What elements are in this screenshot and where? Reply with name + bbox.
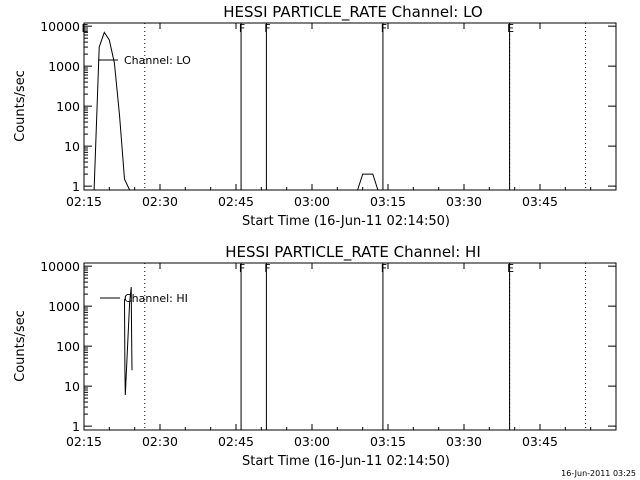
x-tick-label-hi: 03:15: [370, 434, 406, 449]
flag-label-lo: F: [381, 22, 387, 35]
y-axis-label-lo: Counts/sec: [13, 70, 28, 142]
footer-timestamp: 16-Jun-2011 03:25: [561, 469, 636, 478]
x-tick-label-hi: 03:30: [446, 434, 482, 449]
flag-label-hi: F: [239, 262, 245, 275]
x-axis-label-hi: Start Time (16-Jun-11 02:14:50): [242, 454, 450, 469]
y-tick-label-hi: 1000: [48, 299, 80, 314]
y-tick-label-lo: 10000: [40, 19, 80, 34]
flag-label-lo: E: [82, 22, 89, 35]
x-tick-label-lo: 02:15: [66, 194, 102, 209]
legend-label-lo: Channel: LO: [124, 54, 191, 67]
x-tick-label-hi: 02:15: [66, 434, 102, 449]
flag-label-lo: F: [264, 22, 270, 35]
data-series-hi-0: [124, 287, 133, 396]
y-tick-label-hi: 100: [56, 339, 80, 354]
x-tick-label-lo: 03:00: [294, 194, 330, 209]
x-tick-label-hi: 02:45: [218, 434, 254, 449]
y-tick-label-lo: 1: [72, 179, 80, 194]
flag-label-lo: E: [507, 22, 514, 35]
flag-label-lo: F: [239, 22, 245, 35]
x-tick-label-lo: 02:30: [142, 194, 178, 209]
y-tick-label-hi: 1: [72, 419, 80, 434]
x-tick-label-lo: 03:45: [522, 194, 558, 209]
y-tick-label-hi: 10: [64, 379, 80, 394]
x-tick-label-lo: 03:30: [446, 194, 482, 209]
x-tick-label-hi: 03:45: [522, 434, 558, 449]
y-tick-label-lo: 1000: [48, 59, 80, 74]
x-tick-label-lo: 02:45: [218, 194, 254, 209]
x-tick-label-hi: 02:30: [142, 434, 178, 449]
y-tick-label-hi: 10000: [40, 259, 80, 274]
flag-label-hi: F: [264, 262, 270, 275]
x-tick-label-lo: 03:15: [370, 194, 406, 209]
panel-lo: HESSI PARTICLE_RATE Channel: LO Start Ti…: [13, 3, 617, 229]
data-series-lo-0: [84, 31, 145, 191]
chart-title-hi: HESSI PARTICLE_RATE Channel: HI: [225, 243, 481, 262]
panel-hi: HESSI PARTICLE_RATE Channel: HI Start Ti…: [13, 243, 617, 469]
plot-frame-lo: [83, 22, 617, 191]
plot-frame-hi: [83, 262, 617, 431]
y-tick-label-lo: 100: [56, 99, 80, 114]
flag-label-hi: F: [381, 262, 387, 275]
x-axis-label-lo: Start Time (16-Jun-11 02:14:50): [242, 214, 450, 229]
y-axis-label-hi: Counts/sec: [13, 310, 28, 382]
chart-title-lo: HESSI PARTICLE_RATE Channel: LO: [223, 3, 482, 22]
y-tick-label-lo: 10: [64, 139, 80, 154]
flag-label-hi: E: [507, 262, 514, 275]
x-tick-label-hi: 03:00: [294, 434, 330, 449]
legend-label-hi: Channel: HI: [124, 292, 188, 305]
data-series-lo-1: [357, 173, 383, 191]
